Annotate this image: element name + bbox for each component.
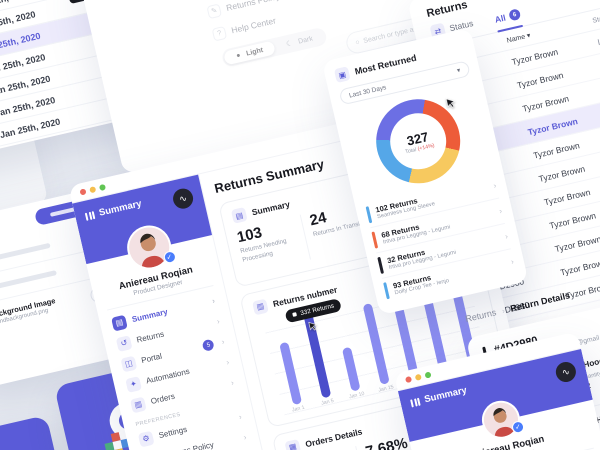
menu-badge: 5 — [201, 338, 216, 352]
policy-icon: ✎ — [206, 3, 222, 19]
series-color-bar — [365, 206, 373, 224]
dashboard-content: Returns Summary ▤ Summary Last 30 Days▾ … — [199, 114, 539, 450]
x-tick: Jan 15 — [377, 383, 395, 394]
minimize-button[interactable] — [89, 185, 97, 193]
zoom-button[interactable] — [98, 183, 106, 191]
breadcrumb-separator: › — [500, 305, 506, 316]
summary-icon: ▤ — [230, 207, 248, 224]
most-returned-card: ▣ Most Returned Last 30 Days ▾ 327 Total … — [321, 27, 529, 316]
bar-plot: Jan 1 Jan 5 Jan 10 Jan 15 — [262, 274, 489, 415]
cursor-pointer-icon — [445, 98, 456, 108]
zoom-button[interactable] — [424, 370, 432, 379]
workspace-logo-button[interactable]: ∿ — [171, 186, 196, 211]
chevron-right-icon: › — [215, 316, 221, 327]
box-icon: ▣ — [333, 66, 351, 84]
menu-label: Returns — [135, 329, 166, 345]
chevron-right-icon: › — [211, 296, 216, 306]
menu-label: Portal — [140, 351, 163, 366]
menu-label: Orders — [149, 391, 176, 406]
chevron-right-icon: › — [242, 432, 248, 442]
chevron-down-icon: ▾ — [456, 67, 462, 75]
avatar: ✓ — [478, 396, 526, 443]
chevron-right-icon: › — [492, 180, 498, 191]
x-tick: Jan 10 — [348, 390, 365, 400]
main-dashboard-window: Summary ∿ ✓ Aniereau Roqian Product Desi… — [68, 96, 539, 450]
grid-icon: ▤ — [110, 314, 128, 332]
chevron-right-icon: › — [230, 378, 235, 388]
faded-menu-label: Help Center — [230, 15, 277, 36]
returns-chart-card: ▥ Returns nubmer Last 30 Days▾ Jan 1 — [239, 240, 508, 428]
chevron-right-icon: › — [498, 206, 503, 216]
close-button[interactable] — [404, 375, 413, 383]
sidebar: Summary ∿ ✓ Aniereau Roqian Product Desi… — [72, 174, 278, 450]
menu-label: Summary — [130, 307, 169, 325]
workspace-logo-button[interactable]: ∿ — [553, 359, 578, 384]
series-color-bar — [377, 256, 385, 275]
chart-icon: ▥ — [251, 298, 269, 315]
menu-label: Settings — [157, 424, 188, 441]
orders-icon: ▦ — [284, 438, 302, 450]
portal-icon: ◫ — [120, 355, 138, 372]
minimize-button[interactable] — [414, 373, 422, 381]
close-button[interactable] — [79, 187, 87, 196]
series-color-bar — [371, 231, 379, 249]
theme-light-option[interactable]: ● Light — [223, 40, 277, 66]
brand-bars-icon — [410, 397, 421, 408]
chevron-right-icon: › — [504, 231, 509, 242]
x-tick: Jan 5 — [320, 397, 335, 407]
chevron-right-icon: › — [220, 337, 226, 347]
brand: Summary — [410, 385, 468, 409]
tab-count-badge: 6 — [508, 8, 522, 22]
x-tick: Jan 1 — [291, 404, 306, 413]
theme-dark-option[interactable]: ☾ Dark — [285, 34, 314, 49]
orders-icon: ▥ — [129, 396, 147, 413]
mini-summary-window: Summary ∿ ✓ Aniereau Roqian Product Desi… — [393, 331, 600, 450]
summary-card-title: Summary — [250, 198, 291, 218]
brand-bars-icon — [84, 210, 96, 221]
cursor-pointer-icon — [308, 321, 317, 331]
chevron-right-icon: › — [237, 412, 243, 422]
gear-icon: ⚙ — [137, 430, 155, 447]
returns-icon: ↺ — [115, 334, 133, 352]
series-color-bar — [383, 282, 390, 300]
automation-icon: ✦ — [125, 375, 142, 393]
help-icon: ? — [211, 25, 228, 42]
chevron-right-icon: › — [510, 256, 515, 267]
chevron-right-icon: › — [225, 357, 231, 367]
avatar: ✓ — [122, 221, 177, 274]
search-icon: ○ — [354, 38, 361, 47]
brand: Summary — [84, 198, 143, 222]
most-returned-list: 102 Returns Seamless Long Sleeve › 68 Re… — [364, 173, 517, 303]
